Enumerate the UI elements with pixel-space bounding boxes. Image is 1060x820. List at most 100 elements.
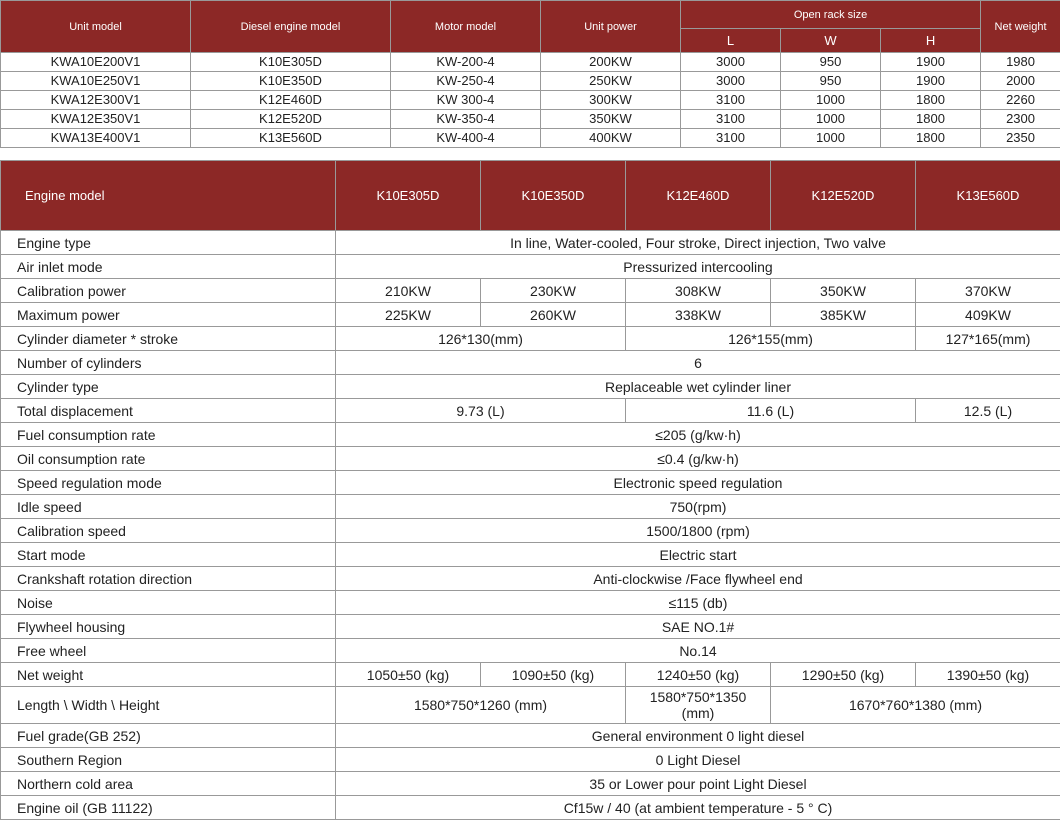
spec-value: 750(rpm) [336,495,1060,519]
cell: KWA13E400V1 [1,129,191,148]
spec-value: 126*155(mm) [626,327,916,351]
spec-value: 260KW [481,303,626,327]
spec-value: ≤205 (g/kw·h) [336,423,1060,447]
spec-value: 1240±50 (kg) [626,663,771,687]
spec-label: Noise [1,591,336,615]
spec-row: Flywheel housingSAE NO.1# [1,615,1060,639]
spec-row: Fuel consumption rate≤205 (g/kw·h) [1,423,1060,447]
spec-row: Fuel grade(GB 252)General environment 0 … [1,724,1060,748]
cell: K10E305D [191,53,391,72]
cell: 3000 [681,72,781,91]
spec-label: Southern Region [1,748,336,772]
spec-label: Oil consumption rate [1,447,336,471]
cell: KW-350-4 [391,110,541,129]
unit-spec-table: Unit model Diesel engine model Motor mod… [0,0,1060,148]
spec-value: Replaceable wet cylinder liner [336,375,1060,399]
cell: 1000 [781,110,881,129]
cell: 250KW [541,72,681,91]
spec-label: Length \ Width \ Height [1,687,336,724]
spec-value: 12.5 (L) [916,399,1060,423]
spec-row: Air inlet modePressurized intercooling [1,255,1060,279]
cell: 950 [781,72,881,91]
spec-value: Pressurized intercooling [336,255,1060,279]
cell: 3100 [681,129,781,148]
cell: 1000 [781,129,881,148]
spec-row: Engine oil (GB 11122)Cf15w / 40 (at ambi… [1,796,1060,820]
spec-row: Calibration speed1500/1800 (rpm) [1,519,1060,543]
cell: K12E520D [191,110,391,129]
spec-row: Total displacement9.73 (L)11.6 (L)12.5 (… [1,399,1060,423]
cell: 350KW [541,110,681,129]
spec-value: SAE NO.1# [336,615,1060,639]
spec-value: 35 or Lower pour point Light Diesel [336,772,1060,796]
th-H: H [881,29,981,53]
spec-value: 1580*750*1260 (mm) [336,687,626,724]
cell: 1800 [881,129,981,148]
th-model-2: K12E460D [626,161,771,231]
spec-row: Speed regulation modeElectronic speed re… [1,471,1060,495]
spec-label: Cylinder type [1,375,336,399]
spec-row: Maximum power225KW260KW338KW385KW409KW [1,303,1060,327]
spec-value: 1290±50 (kg) [771,663,916,687]
spec-row: Free wheelNo.14 [1,639,1060,663]
spec-value: ≤0.4 (g/kw·h) [336,447,1060,471]
th-W: W [781,29,881,53]
cell: KW-200-4 [391,53,541,72]
cell: KW 300-4 [391,91,541,110]
th-model-1: K10E350D [481,161,626,231]
cell: 950 [781,53,881,72]
spec-label: Fuel consumption rate [1,423,336,447]
spec-label: Speed regulation mode [1,471,336,495]
spec-label: Engine type [1,231,336,255]
th-model-3: K12E520D [771,161,916,231]
spec-value: 370KW [916,279,1060,303]
th-model-4: K13E560D [916,161,1060,231]
cell: K12E460D [191,91,391,110]
spec-value: 225KW [336,303,481,327]
cell: 2000 [981,72,1060,91]
th-motor-model: Motor model [391,1,541,53]
cell: 200KW [541,53,681,72]
spec-value: No.14 [336,639,1060,663]
cell: 3100 [681,110,781,129]
spec-row: Net weight1050±50 (kg)1090±50 (kg)1240±5… [1,663,1060,687]
spec-row: Start modeElectric start [1,543,1060,567]
spec-value: 1050±50 (kg) [336,663,481,687]
cell: KW-400-4 [391,129,541,148]
spec-label: Net weight [1,663,336,687]
cell: 300KW [541,91,681,110]
spec-label: Total displacement [1,399,336,423]
spec-label: Idle speed [1,495,336,519]
cell: KWA10E200V1 [1,53,191,72]
spec-label: Cylinder diameter * stroke [1,327,336,351]
spec-value: 230KW [481,279,626,303]
th-diesel-engine-model: Diesel engine model [191,1,391,53]
spec-value: 210KW [336,279,481,303]
spec-value: Electric start [336,543,1060,567]
spec-row: Idle speed750(rpm) [1,495,1060,519]
cell: 1800 [881,110,981,129]
spec-value: 338KW [626,303,771,327]
cell: 2350 [981,129,1060,148]
cell: 3100 [681,91,781,110]
th-engine-model: Engine model [1,161,336,231]
engine-spec-table: Engine model K10E305D K10E350D K12E460D … [0,160,1060,820]
th-L: L [681,29,781,53]
spec-value: In line, Water-cooled, Four stroke, Dire… [336,231,1060,255]
th-model-0: K10E305D [336,161,481,231]
spec-label: Northern cold area [1,772,336,796]
spec-label: Calibration speed [1,519,336,543]
spec-row: Cylinder typeReplaceable wet cylinder li… [1,375,1060,399]
spec-label: Calibration power [1,279,336,303]
th-unit-model: Unit model [1,1,191,53]
spec-value: 0 Light Diesel [336,748,1060,772]
table-row: KWA10E200V1K10E305DKW-200-4200KW30009501… [1,53,1060,72]
spec-label: Free wheel [1,639,336,663]
spec-row: Crankshaft rotation directionAnti-clockw… [1,567,1060,591]
table-row: KWA13E400V1K13E560DKW-400-4400KW31001000… [1,129,1060,148]
spec-value: 409KW [916,303,1060,327]
spec-value: 9.73 (L) [336,399,626,423]
cell: KWA12E300V1 [1,91,191,110]
cell: K13E560D [191,129,391,148]
spec-value: 385KW [771,303,916,327]
